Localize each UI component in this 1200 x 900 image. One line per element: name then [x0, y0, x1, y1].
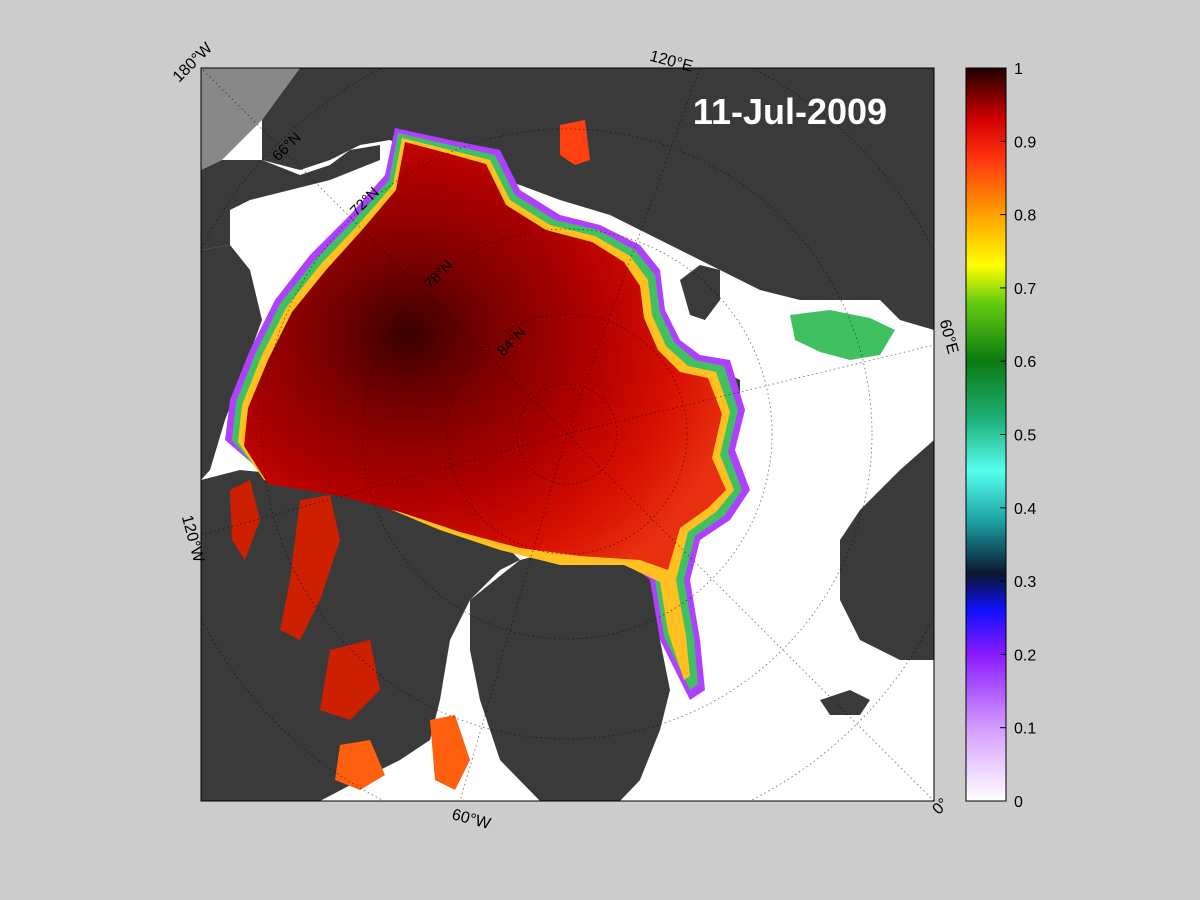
map-panel	[201, 68, 934, 801]
colorbar-tick-label: 0	[1014, 794, 1023, 811]
colorbar-gradient	[965, 67, 1007, 802]
map-frame	[200, 67, 935, 802]
colorbar-tick-label: 0.8	[1014, 208, 1036, 225]
archipelago-ice	[230, 480, 380, 720]
colorbar-tick-label: 0.5	[1014, 428, 1036, 445]
colorbar-tick-label: 1	[1014, 61, 1023, 78]
date-label: 11-Jul-2009	[693, 91, 887, 132]
colorbar-tick-label: 0.4	[1014, 501, 1036, 518]
meridian-label-60e: 60°E	[936, 318, 961, 356]
meridian-label-60w: 60°W	[450, 806, 493, 833]
graticule	[201, 68, 934, 801]
colorbar-tick-label: 0.2	[1014, 647, 1036, 664]
colorbar-tick-label: 0.1	[1014, 721, 1036, 738]
land-masses	[201, 68, 934, 801]
laptev-ice-patch	[560, 120, 590, 165]
sea-ice-field	[225, 120, 895, 790]
ice-pack	[244, 142, 726, 570]
colorbar-tick-label: 0.6	[1014, 354, 1036, 371]
colorbar-tick-label: 0.9	[1014, 134, 1036, 151]
colorbar-ticks: 0 0.1 0.2 0.3 0.4 0.5 0.6 0.7 0.8 0.9 1	[1000, 61, 1036, 811]
baffin-ice	[335, 715, 470, 790]
colorbar: 0 0.1 0.2 0.3 0.4 0.5 0.6 0.7 0.8 0.9 1	[965, 61, 1036, 811]
kara-sea-ice	[790, 310, 895, 360]
outside-domain-region	[201, 68, 300, 170]
colorbar-tick-label: 0.3	[1014, 574, 1036, 591]
colorbar-tick-label: 0.7	[1014, 281, 1036, 298]
